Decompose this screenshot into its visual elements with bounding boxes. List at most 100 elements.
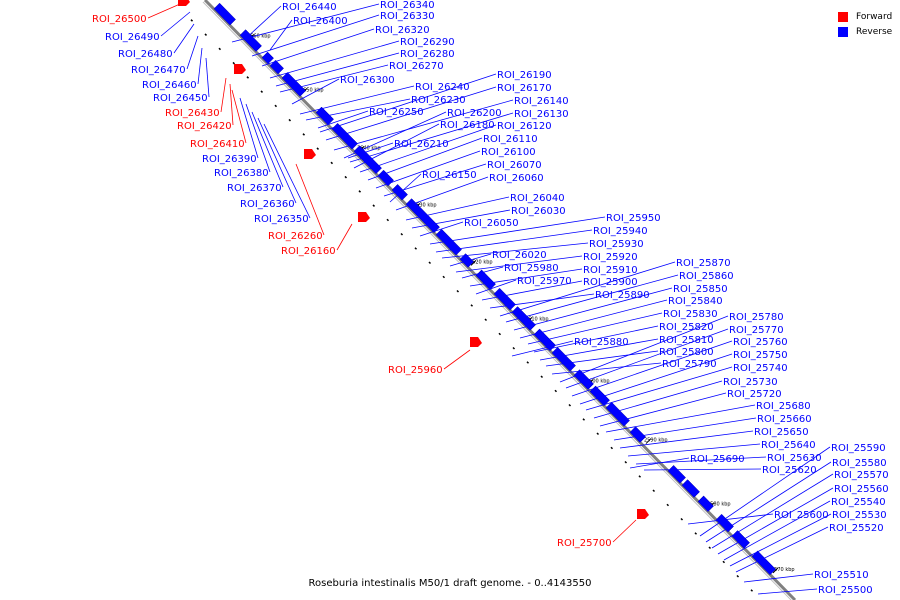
roi-label[interactable]: ROI_25870 — [676, 258, 731, 269]
roi-label[interactable]: ROI_25910 — [583, 265, 638, 276]
roi-label[interactable]: ROI_25690 — [690, 454, 745, 465]
roi-label[interactable]: ROI_25960 — [388, 365, 443, 376]
roi-label[interactable]: ROI_26060 — [489, 173, 544, 184]
roi-label[interactable]: ROI_26260 — [268, 231, 323, 242]
roi-label[interactable]: ROI_26130 — [514, 109, 569, 120]
roi-label[interactable]: ROI_25840 — [668, 296, 723, 307]
roi-label[interactable]: ROI_26500 — [92, 14, 147, 25]
roi-label[interactable]: ROI_25780 — [729, 312, 784, 323]
roi-label[interactable]: ROI_25750 — [733, 350, 788, 361]
roi-label[interactable]: ROI_26460 — [142, 80, 197, 91]
label-leader-line — [635, 456, 767, 465]
roi-label[interactable]: ROI_26290 — [400, 37, 455, 48]
roi-label[interactable]: ROI_26330 — [380, 11, 435, 22]
roi-label[interactable]: ROI_25520 — [829, 523, 884, 534]
roi-label[interactable]: ROI_25740 — [733, 363, 788, 374]
roi-label[interactable]: ROI_25850 — [673, 284, 728, 295]
roi-label[interactable]: ROI_25600 — [774, 510, 829, 521]
roi-label[interactable]: ROI_25980 — [504, 263, 559, 274]
roi-label[interactable]: ROI_26180 — [440, 120, 495, 131]
roi-label[interactable]: ROI_26150 — [422, 170, 477, 181]
reverse-gene-block — [731, 530, 750, 549]
roi-label[interactable]: ROI_25590 — [831, 443, 886, 454]
roi-label[interactable]: ROI_26070 — [487, 160, 542, 171]
roi-label[interactable]: ROI_26270 — [389, 61, 444, 72]
scale-label: 2620 kbp — [469, 259, 493, 265]
roi-label[interactable]: ROI_25560 — [834, 484, 889, 495]
roi-label[interactable]: ROI_26490 — [105, 32, 160, 43]
roi-label[interactable]: ROI_26470 — [131, 65, 186, 76]
roi-label[interactable]: ROI_26300 — [340, 75, 395, 86]
roi-label[interactable]: ROI_26320 — [375, 25, 430, 36]
roi-label[interactable]: ROI_26390 — [202, 154, 257, 165]
roi-label[interactable]: ROI_26190 — [497, 70, 552, 81]
roi-label[interactable]: ROI_25700 — [557, 538, 612, 549]
roi-label[interactable]: ROI_25880 — [574, 337, 629, 348]
roi-label[interactable]: ROI_25760 — [733, 337, 788, 348]
roi-label[interactable]: ROI_26480 — [118, 49, 173, 60]
roi-label[interactable]: ROI_26230 — [411, 95, 466, 106]
roi-label[interactable]: ROI_25540 — [831, 497, 886, 508]
roi-label[interactable]: ROI_26370 — [227, 183, 282, 194]
label-leader-line — [551, 362, 662, 375]
roi-label[interactable]: ROI_26360 — [240, 199, 295, 210]
roi-label[interactable]: ROI_25510 — [814, 570, 869, 581]
roi-label[interactable]: ROI_25930 — [589, 239, 644, 250]
roi-label[interactable]: ROI_26120 — [497, 121, 552, 132]
roi-label[interactable]: ROI_26280 — [400, 49, 455, 60]
roi-label[interactable]: ROI_26020 — [492, 250, 547, 261]
roi-label[interactable]: ROI_26340 — [380, 0, 435, 11]
feature-tick — [274, 104, 278, 108]
roi-label[interactable]: ROI_25950 — [606, 213, 661, 224]
roi-label[interactable]: ROI_25680 — [756, 401, 811, 412]
roi-label[interactable]: ROI_25650 — [754, 427, 809, 438]
roi-label[interactable]: ROI_26200 — [447, 108, 502, 119]
roi-label[interactable]: ROI_25770 — [729, 325, 784, 336]
roi-label[interactable]: ROI_26210 — [394, 139, 449, 150]
roi-label[interactable]: ROI_26400 — [293, 16, 348, 27]
roi-label[interactable]: ROI_26140 — [514, 96, 569, 107]
roi-label[interactable]: ROI_26420 — [177, 121, 232, 132]
roi-label[interactable]: ROI_26450 — [153, 93, 208, 104]
roi-label[interactable]: ROI_25940 — [593, 226, 648, 237]
roi-label[interactable]: ROI_26040 — [510, 193, 565, 204]
reverse-gene-block — [551, 346, 576, 372]
roi-label[interactable]: ROI_26050 — [464, 218, 519, 229]
roi-label[interactable]: ROI_25570 — [834, 470, 889, 481]
roi-label[interactable]: ROI_25620 — [762, 465, 817, 476]
roi-label[interactable]: ROI_26240 — [415, 82, 470, 93]
roi-label[interactable]: ROI_25890 — [595, 290, 650, 301]
roi-label[interactable]: ROI_25860 — [679, 271, 734, 282]
roi-label[interactable]: ROI_26030 — [511, 206, 566, 217]
roi-label[interactable]: ROI_25730 — [723, 377, 778, 388]
roi-label[interactable]: ROI_25530 — [832, 510, 887, 521]
roi-label[interactable]: ROI_25580 — [832, 458, 887, 469]
roi-label[interactable]: ROI_25820 — [659, 322, 714, 333]
roi-label[interactable]: ROI_25830 — [663, 309, 718, 320]
roi-label[interactable]: ROI_25800 — [659, 347, 714, 358]
roi-label[interactable]: ROI_25630 — [767, 453, 822, 464]
roi-label[interactable]: ROI_26110 — [483, 134, 538, 145]
roi-label[interactable]: ROI_25500 — [818, 585, 873, 596]
roi-label[interactable]: ROI_26170 — [497, 83, 552, 94]
roi-label[interactable]: ROI_26160 — [281, 246, 336, 257]
roi-label[interactable]: ROI_26430 — [165, 108, 220, 119]
map-caption: Roseburia intestinalis M50/1 draft genom… — [308, 578, 592, 589]
roi-label[interactable]: ROI_25660 — [757, 414, 812, 425]
roi-label[interactable]: ROI_26410 — [190, 139, 245, 150]
forward-gene-block — [637, 509, 649, 519]
roi-label[interactable]: ROI_26350 — [254, 214, 309, 225]
roi-label[interactable]: ROI_25640 — [761, 440, 816, 451]
roi-label[interactable]: ROI_26440 — [282, 2, 337, 13]
roi-label[interactable]: ROI_26100 — [481, 147, 536, 158]
roi-label[interactable]: ROI_25920 — [583, 252, 638, 263]
roi-label[interactable]: ROI_25900 — [583, 277, 638, 288]
roi-label[interactable]: ROI_26380 — [214, 168, 269, 179]
feature-tick — [750, 589, 754, 592]
roi-label[interactable]: ROI_26250 — [369, 107, 424, 118]
roi-label[interactable]: ROI_25790 — [662, 359, 717, 370]
roi-label[interactable]: ROI_25720 — [727, 389, 782, 400]
roi-label[interactable]: ROI_25970 — [517, 276, 572, 287]
roi-label[interactable]: ROI_25810 — [659, 335, 714, 346]
reverse-gene-block — [377, 169, 394, 187]
